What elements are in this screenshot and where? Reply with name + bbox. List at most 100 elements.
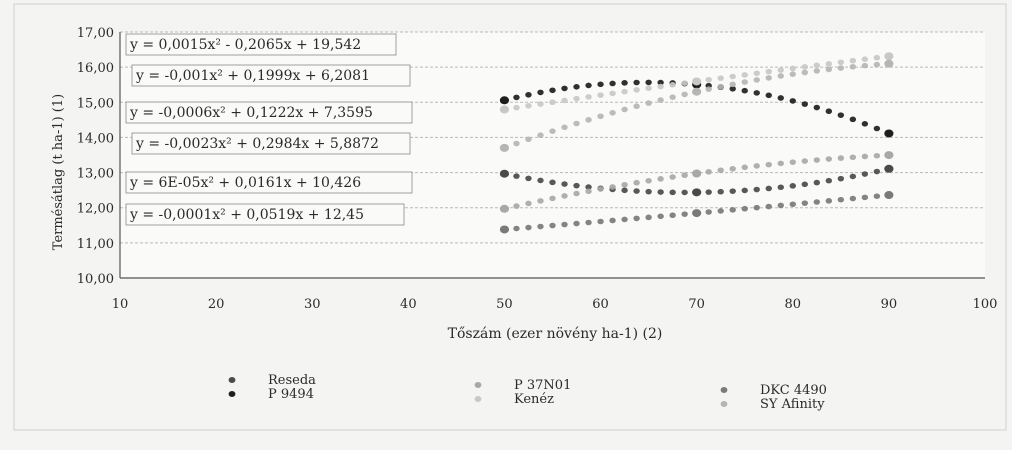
data-point bbox=[645, 188, 652, 195]
data-point bbox=[513, 173, 520, 179]
x-axis-label: Tőszám (ezer növény ha-1) (2) bbox=[448, 326, 663, 342]
x-tick-label: 10 bbox=[112, 297, 129, 312]
data-point bbox=[741, 205, 748, 212]
data-point-marker bbox=[884, 151, 894, 160]
trendline-equation: y = -0,001x² + 0,1999x + 6,2081 bbox=[135, 68, 370, 84]
data-point bbox=[573, 83, 580, 90]
data-point bbox=[513, 225, 520, 232]
data-point bbox=[789, 65, 796, 72]
data-point bbox=[681, 172, 688, 179]
data-point bbox=[645, 85, 652, 91]
data-point bbox=[573, 120, 580, 127]
y-tick-label: 13,00 bbox=[77, 167, 114, 182]
data-point bbox=[525, 136, 532, 143]
data-point bbox=[717, 83, 724, 90]
trendline-equation: y = 0,0015x² - 0,2065x + 19,542 bbox=[129, 37, 361, 53]
data-point bbox=[789, 183, 796, 189]
data-point bbox=[585, 117, 592, 123]
data-point bbox=[513, 140, 520, 147]
data-point bbox=[873, 61, 881, 68]
data-point bbox=[573, 220, 580, 227]
data-point-marker bbox=[499, 169, 510, 178]
data-point bbox=[597, 218, 604, 225]
y-axis-label: Termésátlag (t ha-1) (1) bbox=[51, 94, 66, 250]
data-point bbox=[669, 212, 676, 219]
data-point bbox=[717, 188, 724, 195]
data-point-marker bbox=[499, 204, 510, 213]
data-point bbox=[621, 88, 628, 95]
data-point bbox=[741, 87, 748, 94]
data-point bbox=[633, 87, 640, 93]
data-point bbox=[801, 158, 808, 164]
data-point bbox=[765, 75, 772, 81]
data-point bbox=[537, 223, 544, 230]
data-point bbox=[621, 106, 628, 113]
legend-label: Reseda bbox=[268, 373, 316, 388]
data-point bbox=[657, 213, 664, 220]
data-point bbox=[837, 112, 845, 118]
x-tick-label: 60 bbox=[592, 297, 609, 312]
data-point bbox=[753, 70, 760, 77]
data-point-marker bbox=[499, 96, 510, 105]
data-point bbox=[657, 83, 664, 90]
data-point bbox=[705, 169, 712, 175]
data-point bbox=[633, 188, 640, 194]
y-tick-label: 15,00 bbox=[77, 96, 114, 111]
data-point bbox=[825, 108, 833, 115]
data-point bbox=[657, 97, 664, 103]
legend-marker bbox=[720, 401, 728, 407]
data-point bbox=[705, 76, 712, 83]
data-point bbox=[813, 157, 821, 163]
data-point bbox=[645, 177, 652, 184]
data-point bbox=[549, 222, 556, 229]
data-point bbox=[537, 177, 544, 184]
data-point bbox=[657, 176, 664, 182]
data-point bbox=[525, 91, 532, 98]
data-point bbox=[633, 215, 640, 222]
trendline-equation: y = 6E-05x² + 0,0161x + 10,426 bbox=[129, 175, 361, 191]
data-point bbox=[561, 193, 568, 199]
data-point bbox=[729, 207, 736, 213]
data-point bbox=[813, 68, 821, 74]
data-point bbox=[657, 189, 664, 195]
data-point bbox=[633, 179, 640, 186]
x-tick-label: 80 bbox=[785, 297, 802, 312]
data-point bbox=[837, 155, 845, 161]
data-point bbox=[705, 209, 712, 215]
data-point bbox=[585, 188, 592, 195]
data-point bbox=[849, 63, 857, 70]
legend-marker bbox=[228, 377, 236, 383]
data-point bbox=[813, 104, 821, 111]
data-point bbox=[621, 80, 628, 86]
data-point bbox=[549, 99, 556, 106]
data-point bbox=[765, 203, 772, 210]
legend-marker bbox=[474, 396, 482, 402]
data-point bbox=[801, 69, 808, 76]
data-point-marker bbox=[692, 77, 702, 86]
data-point bbox=[669, 189, 676, 196]
data-point-marker bbox=[884, 59, 894, 68]
equation-box bbox=[125, 203, 405, 226]
y-tick-label: 14,00 bbox=[77, 131, 114, 146]
data-point bbox=[573, 190, 580, 197]
equation-box bbox=[125, 33, 397, 56]
data-point bbox=[609, 110, 616, 116]
data-point bbox=[609, 217, 616, 224]
data-point bbox=[585, 219, 592, 226]
data-point bbox=[777, 67, 784, 73]
data-point-marker bbox=[884, 129, 894, 138]
data-point bbox=[861, 194, 869, 201]
data-point bbox=[561, 85, 568, 92]
data-point bbox=[849, 57, 857, 64]
data-point bbox=[813, 62, 821, 69]
outer-frame bbox=[13, 3, 1007, 431]
data-point bbox=[585, 82, 592, 89]
x-tick-label: 20 bbox=[208, 297, 225, 312]
x-tick-label: 100 bbox=[973, 297, 998, 312]
data-point bbox=[609, 90, 616, 97]
data-point bbox=[801, 181, 808, 188]
data-point bbox=[777, 202, 784, 209]
legend-marker bbox=[228, 391, 236, 397]
